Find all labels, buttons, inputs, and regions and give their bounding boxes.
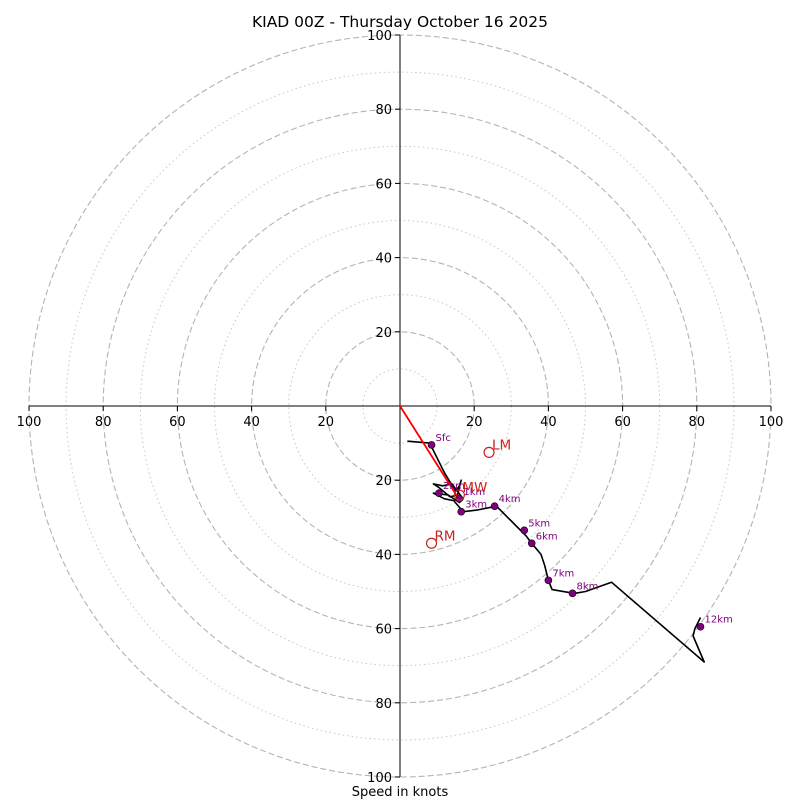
shear-vector: [399, 405, 459, 498]
height-marker-label: 3km: [465, 500, 487, 511]
storm-motion-label: MW: [462, 480, 487, 496]
height-marker-point: [457, 507, 466, 516]
y-tick-label: 40: [375, 252, 392, 267]
y-tick-label: 60: [375, 623, 392, 638]
height-marker-point: [568, 589, 577, 598]
height-marker-label: 1km: [463, 487, 485, 498]
y-tick-label: 100: [367, 29, 392, 44]
x-tick-label: 40: [243, 415, 260, 430]
y-tick-label: 40: [375, 548, 392, 563]
height-marker-point: [490, 502, 499, 510]
tick-labels: 100 80 60 40 20 20 40 60 80 100 100 80 60 40 20 20 40 60 8…: [17, 29, 784, 786]
y-tick-label: 80: [375, 103, 392, 118]
x-tick-label: 20: [466, 415, 483, 430]
height-marker-label: 12km: [705, 615, 733, 626]
height-marker-label: Sfc: [436, 433, 451, 444]
height-marker-label: 6km: [536, 531, 558, 542]
y-tick-label: 100: [367, 771, 392, 786]
y-tick-label: 20: [375, 474, 392, 489]
height-marker-label: 2km: [443, 481, 465, 492]
y-tick-label: 80: [375, 697, 392, 712]
storm-motion-label: LM: [492, 437, 511, 453]
x-tick-label: 60: [614, 415, 631, 430]
x-tick-label: 100: [17, 415, 42, 430]
height-marker-label: 4km: [499, 494, 521, 505]
height-marker-label: 8km: [577, 581, 599, 592]
x-tick-label: 80: [689, 415, 706, 430]
height-marker-point: [427, 441, 436, 449]
height-marker-point: [544, 576, 553, 585]
shear-vector-line: [399, 405, 459, 498]
height-marker-point: [435, 489, 443, 497]
height-marker-point: [527, 539, 536, 548]
storm-motion-marker: [453, 489, 465, 501]
x-tick-label: 80: [95, 415, 112, 430]
chart-title: KIAD 00Z - Thursday October 16 2025: [252, 13, 548, 31]
y-tick-label: 20: [375, 326, 392, 341]
storm-motion-marker: [483, 446, 495, 458]
x-axis-label: Speed in knots: [352, 785, 449, 800]
height-marker-label: 5km: [528, 518, 550, 529]
x-tick-label: 100: [759, 415, 784, 430]
storm-motion-label: RM: [435, 528, 456, 544]
height-marker-label: 7km: [552, 568, 574, 579]
y-tick-label: 60: [375, 177, 392, 192]
storm-motion-marker: [425, 537, 438, 549]
x-tick-label: 40: [540, 415, 557, 430]
storm-motions: LM MW RM: [425, 437, 511, 549]
height-marker-point: [696, 622, 705, 631]
x-tick-label: 20: [318, 415, 335, 430]
x-tick-label: 60: [169, 415, 186, 430]
height-marker-point: [520, 526, 529, 535]
